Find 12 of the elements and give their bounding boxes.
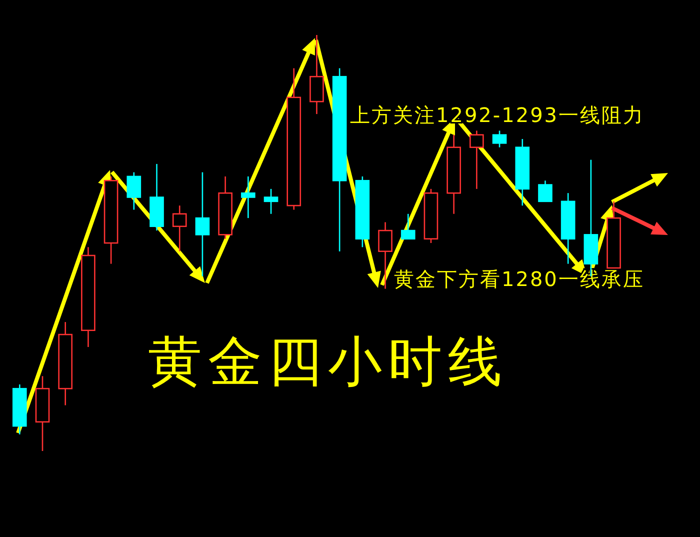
- candlestick: [538, 180, 552, 202]
- candlestick: [400, 213, 416, 240]
- candlestick: [264, 188, 278, 215]
- candlestick: [492, 130, 507, 148]
- candlestick: [241, 176, 256, 219]
- candlestick: [378, 222, 392, 290]
- candlestick: [172, 204, 187, 252]
- candlestick: [126, 172, 142, 210]
- candlestick: [470, 130, 484, 190]
- text: 黄金四小时线: [148, 330, 508, 393]
- candlestick: [195, 172, 210, 277]
- annotation: 上方关注1292-1293一线阻力: [350, 103, 645, 127]
